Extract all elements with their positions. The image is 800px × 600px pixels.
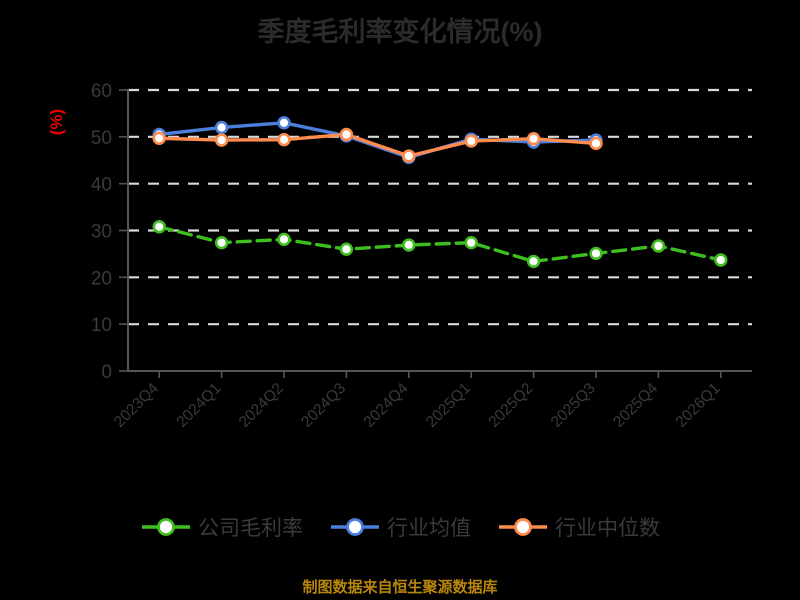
y-axis-tick-label: 20: [91, 268, 112, 289]
y-axis-tick-label: 10: [91, 315, 112, 336]
legend-item[interactable]: 行业均值: [329, 512, 471, 542]
data-point: [589, 246, 603, 261]
x-axis-tick-label: 2024Q1: [173, 380, 224, 431]
x-axis-tick-label: 2025Q4: [610, 380, 661, 431]
legend-marker-icon: [142, 518, 190, 536]
y-axis-tick-label: 60: [91, 81, 112, 102]
data-point: [526, 254, 541, 269]
legend-marker-icon: [499, 518, 547, 536]
x-axis-tick-label: 2025Q1: [423, 380, 474, 431]
x-axis-tick-label: 2026Q1: [673, 380, 724, 431]
y-axis-tick-label: 30: [91, 222, 112, 243]
y-axis-tick-label: 0: [101, 362, 112, 383]
legend-label: 行业中位数: [555, 517, 660, 540]
data-point: [277, 116, 291, 130]
data-point: [214, 133, 229, 147]
data-point: [152, 131, 166, 145]
legend-marker-icon: [331, 518, 379, 536]
footer-note: 制图数据来自恒生聚源数据库: [302, 579, 498, 596]
data-point: [464, 134, 478, 148]
y-axis-tick-label: 50: [91, 128, 112, 149]
legend-label: 公司毛利率: [198, 517, 303, 540]
legend-label: 行业均值: [387, 517, 471, 540]
x-axis-tick-label: 2025Q2: [485, 380, 536, 431]
data-point: [714, 253, 728, 267]
data-point: [339, 127, 354, 142]
chart-title: 季度毛利率变化情况(%): [257, 17, 543, 47]
data-point: [402, 238, 416, 252]
data-point: [589, 136, 603, 151]
data-point: [464, 235, 478, 250]
data-point: [214, 235, 229, 250]
x-axis-tick-label: 2024Q3: [298, 380, 349, 431]
legend-item[interactable]: 行业中位数: [497, 512, 660, 542]
y-axis-tick-label: 40: [91, 175, 112, 196]
series-line: [157, 225, 723, 264]
x-axis-tick-label: 2024Q2: [236, 380, 287, 431]
legend-item[interactable]: 公司毛利率: [140, 512, 303, 542]
data-point: [277, 232, 291, 247]
x-axis-tick-label: 2025Q3: [548, 380, 599, 431]
data-point: [277, 132, 291, 147]
data-point: [339, 242, 354, 256]
chart-legend: 公司毛利率 行业均值 行业中位数: [0, 512, 800, 542]
x-axis-tick-label: 2024Q4: [361, 380, 412, 431]
series-line: [157, 132, 598, 158]
data-point: [152, 220, 166, 234]
data-point: [651, 239, 666, 253]
data-point: [526, 132, 541, 146]
data-point: [214, 120, 229, 135]
x-axis-tick-label: 2023Q4: [111, 380, 162, 431]
data-point: [402, 149, 416, 163]
